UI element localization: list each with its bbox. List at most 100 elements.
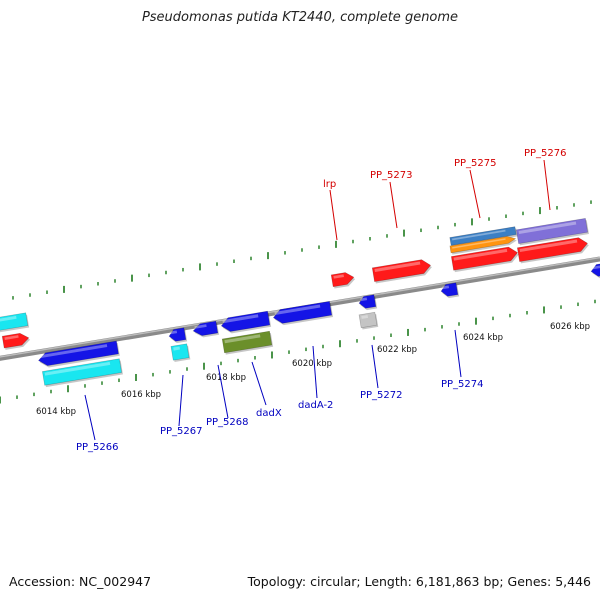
gene-glyph-1[interactable] <box>0 312 30 334</box>
gene-glyph-highlight <box>519 239 578 253</box>
leader-pp5274 <box>454 329 462 378</box>
gene-glyph-highlight <box>453 248 508 261</box>
gene-glyph-16[interactable] <box>449 226 518 248</box>
gene-glyph-highlight <box>4 335 19 340</box>
gene-glyph-body <box>449 236 517 254</box>
gene-glyph-4[interactable] <box>42 358 123 388</box>
gene-glyph-13[interactable] <box>358 311 379 330</box>
gene-glyph-body <box>516 237 588 262</box>
gene-glyph-highlight <box>518 221 577 235</box>
gene-glyph-highlight <box>333 274 344 279</box>
gene-glyph-highlight <box>452 238 506 249</box>
gene-glyph-body <box>1 332 30 349</box>
gene-glyph-7[interactable] <box>192 320 220 339</box>
gene-glyph-20[interactable] <box>516 236 590 264</box>
gene-glyph-highlight <box>170 330 178 335</box>
gene-glyph-highlight <box>592 265 600 270</box>
scale-label-6014: 6014 kbp <box>36 407 76 417</box>
leader-dada2 <box>312 345 318 399</box>
gene-glyph-10[interactable] <box>272 301 334 326</box>
lower-gene-labels: PP_5266 PP_5267 PP_5268 dadX dadA-2 PP_5… <box>76 379 484 453</box>
leader-pp5268 <box>217 364 229 419</box>
gene-glyphs[interactable] <box>0 218 600 388</box>
gene-label-lrp[interactable]: lrp <box>323 179 336 190</box>
scale-label-6026: 6026 kbp <box>550 322 590 332</box>
gene-glyph-body <box>42 358 122 386</box>
leader-pp5273 <box>389 181 398 229</box>
gene-label-pp5266[interactable]: PP_5266 <box>76 442 119 453</box>
gene-glyph-2[interactable] <box>1 332 31 350</box>
gene-glyph-17[interactable] <box>449 235 518 255</box>
gene-label-pp5267[interactable]: PP_5267 <box>160 426 203 437</box>
gene-glyph-body <box>0 312 29 332</box>
gene-glyph-highlight <box>39 344 108 359</box>
gene-glyph-12[interactable] <box>358 294 378 312</box>
gene-label-pp5275[interactable]: PP_5275 <box>454 158 497 169</box>
gene-glyph-19[interactable] <box>515 218 589 246</box>
gene-glyph-highlight <box>44 361 111 376</box>
accession-text: Accession: NC_002947 <box>9 574 152 589</box>
scale-labels: 6014 kbp 6016 kbp 6018 kbp 6020 kbp 6022… <box>36 322 590 417</box>
gene-glyph-body <box>515 218 589 244</box>
gene-glyph-highlight <box>374 261 421 273</box>
gene-label-dadx[interactable]: dadX <box>256 408 282 419</box>
upper-gene-labels: lrp PP_5273 PP_5275 PP_5276 <box>323 148 567 190</box>
gene-glyph-highlight <box>274 304 321 316</box>
gene-glyph-body <box>168 327 187 342</box>
gene-glyph-5[interactable] <box>168 327 188 345</box>
leader-pp5272 <box>371 344 379 389</box>
scale-label-6020: 6020 kbp <box>292 359 332 369</box>
scale-label-6024: 6024 kbp <box>463 333 503 343</box>
upper-tick-row <box>12 200 592 300</box>
gene-label-pp5276[interactable]: PP_5276 <box>524 148 567 159</box>
gene-glyph-body <box>272 301 333 324</box>
gene-label-pp5273[interactable]: PP_5273 <box>370 170 413 181</box>
gene-glyph-body <box>192 320 219 336</box>
lower-tick-row <box>0 299 596 404</box>
leader-pp5266 <box>84 394 96 441</box>
gene-glyph-body <box>358 311 378 329</box>
gene-glyph-body <box>450 246 519 271</box>
gene-glyph-highlight <box>360 297 368 302</box>
gene-label-pp5268[interactable]: PP_5268 <box>206 417 249 428</box>
genome-summary-text: Topology: circular; Length: 6,181,863 bp… <box>247 574 591 589</box>
scale-label-6016: 6016 kbp <box>121 390 161 400</box>
leader-lines <box>84 159 551 441</box>
gene-glyph-highlight <box>222 314 259 324</box>
scale-label-6018: 6018 kbp <box>206 373 246 383</box>
gene-glyph-18[interactable] <box>450 246 520 273</box>
leader-dadx <box>251 361 267 406</box>
gene-glyph-body <box>330 272 355 288</box>
gene-glyph-highlight <box>0 315 17 323</box>
scale-label-6022: 6022 kbp <box>377 345 417 355</box>
gene-label-pp5274[interactable]: PP_5274 <box>441 379 484 390</box>
leader-pp5267 <box>178 374 184 427</box>
gene-glyph-highlight <box>224 334 261 344</box>
gene-label-pp5272[interactable]: PP_5272 <box>360 390 403 401</box>
gene-glyph-highlight <box>194 324 207 329</box>
gene-glyph-body <box>440 282 459 297</box>
leader-lrp <box>329 189 338 241</box>
gene-glyph-body <box>590 262 600 277</box>
gene-glyph-14[interactable] <box>371 258 433 284</box>
gene-glyph-15[interactable] <box>440 282 460 300</box>
gene-glyph-body <box>449 226 517 246</box>
gene-glyph-body <box>38 340 119 366</box>
leader-pp5276 <box>543 159 551 211</box>
gene-glyph-highlight <box>452 229 506 241</box>
gene-label-dada2[interactable]: dadA-2 <box>298 400 333 411</box>
map-title: Pseudomonas putida KT2440, complete geno… <box>141 10 459 25</box>
gene-glyph-3[interactable] <box>37 340 120 369</box>
gene-glyph-6[interactable] <box>170 343 191 363</box>
gene-glyph-8[interactable] <box>220 310 272 335</box>
gene-glyph-highlight <box>173 346 180 351</box>
gene-glyph-9[interactable] <box>221 330 274 355</box>
gene-glyph-body <box>220 310 271 332</box>
gene-glyph-11[interactable] <box>330 271 356 289</box>
gene-glyph-body <box>221 330 273 354</box>
gene-glyph-highlight <box>442 285 450 290</box>
gene-glyph-body <box>358 294 377 309</box>
gene-glyph-21[interactable] <box>590 262 600 279</box>
gene-glyph-body <box>170 343 190 361</box>
